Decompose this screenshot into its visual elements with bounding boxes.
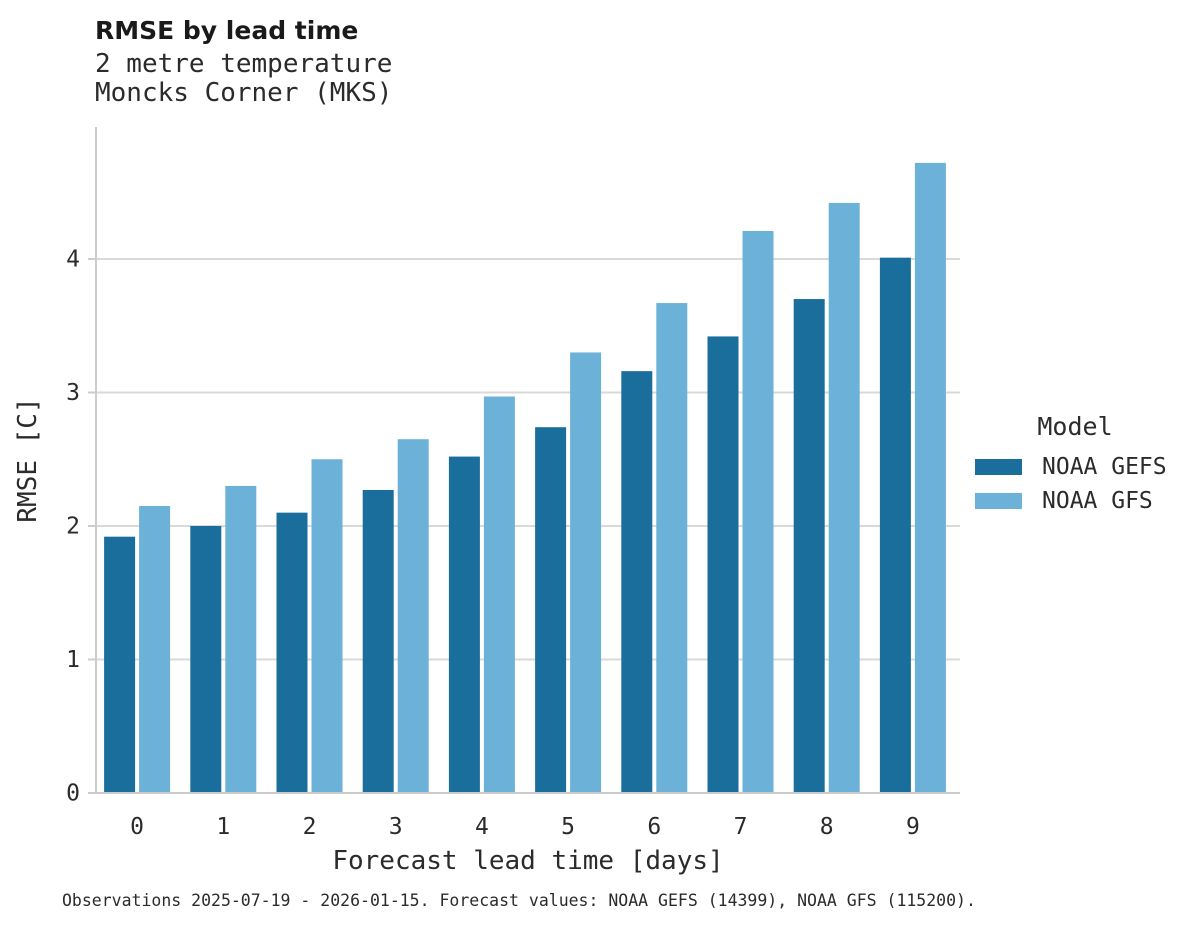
y-tick-label-1: 1 [66, 647, 80, 673]
bar-noaa-gefs-lead-9 [879, 257, 911, 793]
x-tick-label-8: 8 [820, 814, 834, 840]
bar-noaa-gfs-lead-9 [914, 162, 946, 793]
chart-subtitle: 2 metre temperature Moncks Corner (MKS) [95, 50, 392, 108]
bar-noaa-gefs-lead-6 [621, 371, 653, 793]
tick-labels: 0 1 2 3 4 0 1 2 3 4 5 6 7 8 9 [66, 247, 920, 840]
x-tick-label-6: 6 [647, 814, 661, 840]
legend-title: Model [1037, 412, 1113, 441]
legend: Model NOAA GEFS NOAA GFS [975, 412, 1175, 518]
bar-noaa-gfs-lead-1 [225, 485, 257, 793]
x-tick-label-0: 0 [130, 814, 144, 840]
bar-noaa-gefs-lead-0 [104, 536, 136, 793]
x-tick-label-3: 3 [389, 814, 403, 840]
x-tick-label-9: 9 [906, 814, 920, 840]
chart-subtitle-line1: 2 metre temperature [95, 49, 393, 79]
y-tick-label-4: 4 [66, 247, 80, 273]
y-tick-label-3: 3 [66, 380, 80, 406]
legend-entry-noaa-gfs: NOAA GFS [975, 484, 1175, 518]
y-tick-label-0: 0 [66, 781, 80, 807]
bar-noaa-gefs-lead-7 [707, 336, 739, 793]
bars [104, 162, 946, 794]
bar-noaa-gefs-lead-2 [276, 512, 308, 793]
legend-swatch-noaa-gefs [975, 459, 1022, 475]
legend-swatch-noaa-gfs [975, 493, 1022, 509]
bar-noaa-gfs-lead-8 [828, 202, 860, 793]
bar-noaa-gfs-lead-6 [656, 303, 688, 793]
x-tick-label-1: 1 [216, 814, 230, 840]
legend-label-noaa-gefs: NOAA GEFS [1042, 454, 1167, 480]
y-axis-label: RMSE [C] [13, 397, 43, 522]
chart-title: RMSE by lead time [95, 16, 359, 45]
bar-noaa-gfs-lead-4 [483, 396, 515, 793]
bar-noaa-gfs-lead-7 [742, 230, 774, 794]
x-tick-label-4: 4 [475, 814, 489, 840]
bar-noaa-gfs-lead-2 [311, 459, 343, 793]
bar-noaa-gfs-lead-0 [139, 505, 171, 793]
bar-noaa-gfs-lead-5 [570, 352, 602, 793]
x-axis-label: Forecast lead time [days] [332, 846, 723, 876]
bar-noaa-gefs-lead-3 [362, 489, 394, 793]
x-tick-label-7: 7 [734, 814, 748, 840]
y-tick-label-2: 2 [66, 514, 80, 540]
caption-observations: Observations 2025-07-19 - 2026-01-15. Fo… [62, 891, 976, 910]
bar-noaa-gefs-lead-5 [535, 427, 567, 793]
legend-label-noaa-gfs: NOAA GFS [1042, 488, 1153, 514]
bar-noaa-gefs-lead-1 [190, 526, 222, 793]
bar-noaa-gefs-lead-4 [448, 456, 480, 793]
axes [88, 127, 960, 794]
legend-entry-noaa-gefs: NOAA GEFS [975, 450, 1175, 484]
chart-subtitle-line2: Moncks Corner (MKS) [95, 78, 393, 108]
bar-noaa-gefs-lead-8 [793, 299, 825, 793]
x-tick-label-2: 2 [303, 814, 317, 840]
bar-noaa-gfs-lead-3 [397, 439, 429, 793]
x-tick-label-5: 5 [561, 814, 575, 840]
